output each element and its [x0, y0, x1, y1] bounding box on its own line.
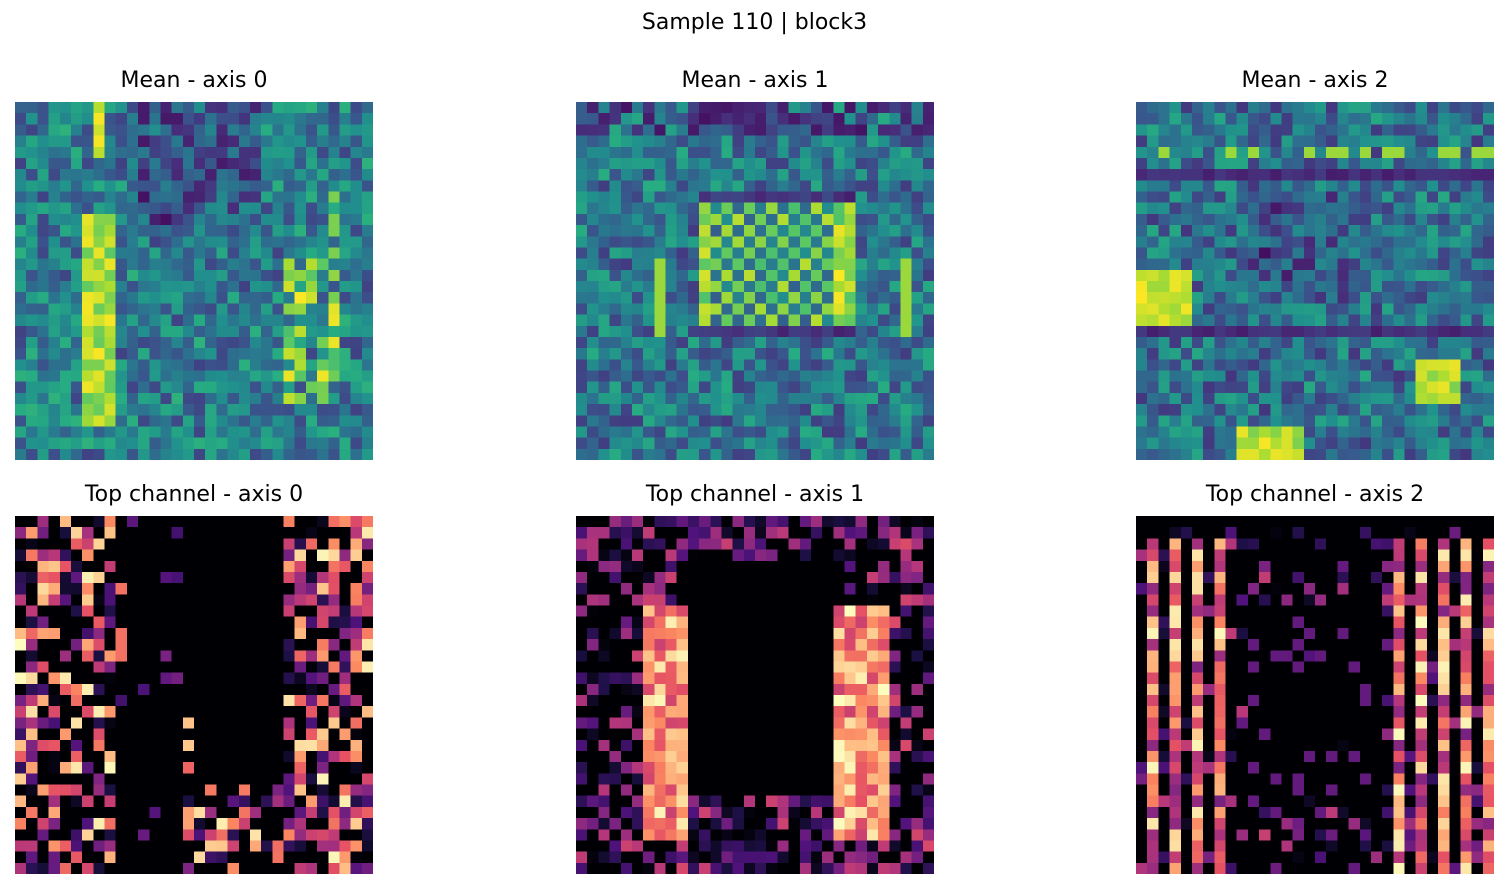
- panel-title: Mean - axis 0: [120, 68, 268, 93]
- figure-title: Sample 110 | block3: [641, 10, 868, 35]
- panel-title: Mean - axis 1: [681, 68, 829, 93]
- heatmap-top-channel-axis-2: [1136, 516, 1494, 874]
- panel-title: Top channel - axis 2: [1205, 482, 1425, 507]
- panel-title: Mean - axis 2: [1241, 68, 1389, 93]
- panel-title: Top channel - axis 0: [84, 482, 304, 507]
- heatmap-mean-axis-1: [576, 102, 934, 460]
- heatmap-top-channel-axis-0: [15, 516, 373, 874]
- heatmap-mean-axis-2: [1136, 102, 1494, 460]
- heatmap-mean-axis-0: [15, 102, 373, 460]
- panel-title: Top channel - axis 1: [645, 482, 865, 507]
- heatmap-top-channel-axis-1: [576, 516, 934, 874]
